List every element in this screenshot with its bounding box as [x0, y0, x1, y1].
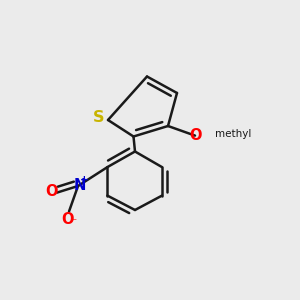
- Text: +: +: [80, 175, 89, 185]
- Text: O: O: [61, 212, 74, 226]
- Text: methyl: methyl: [215, 129, 252, 139]
- Text: N: N: [74, 178, 86, 193]
- Text: O: O: [189, 128, 202, 143]
- Text: O: O: [45, 184, 58, 199]
- Text: S: S: [93, 110, 105, 124]
- Text: ⁻: ⁻: [70, 216, 76, 230]
